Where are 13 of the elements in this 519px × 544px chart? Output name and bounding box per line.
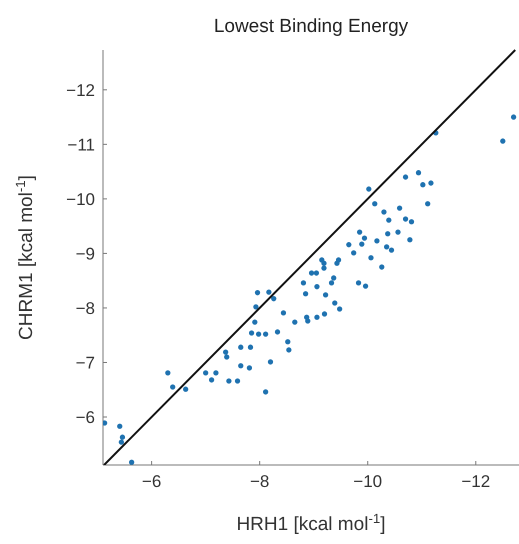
y-tick-label: −6	[76, 408, 95, 427]
x-axis-title: HRH1 [kcal mol$^{-1}$]	[236, 510, 386, 535]
x-tick-label: −8	[250, 472, 270, 491]
x-tick-label: −6	[142, 472, 162, 491]
y-tick-label: −11	[67, 135, 95, 154]
y-tick-label: −7	[76, 353, 95, 372]
y-tick-label: −12	[66, 80, 95, 100]
y-tick-label: −10	[66, 190, 95, 209]
chart-title: Lowest Binding Energy	[214, 16, 409, 37]
x-tick-label: −12	[461, 472, 490, 491]
x-tick-label: −10	[353, 472, 382, 491]
y-tick-label: −9	[76, 244, 95, 264]
y-tick-label: −8	[76, 298, 95, 318]
